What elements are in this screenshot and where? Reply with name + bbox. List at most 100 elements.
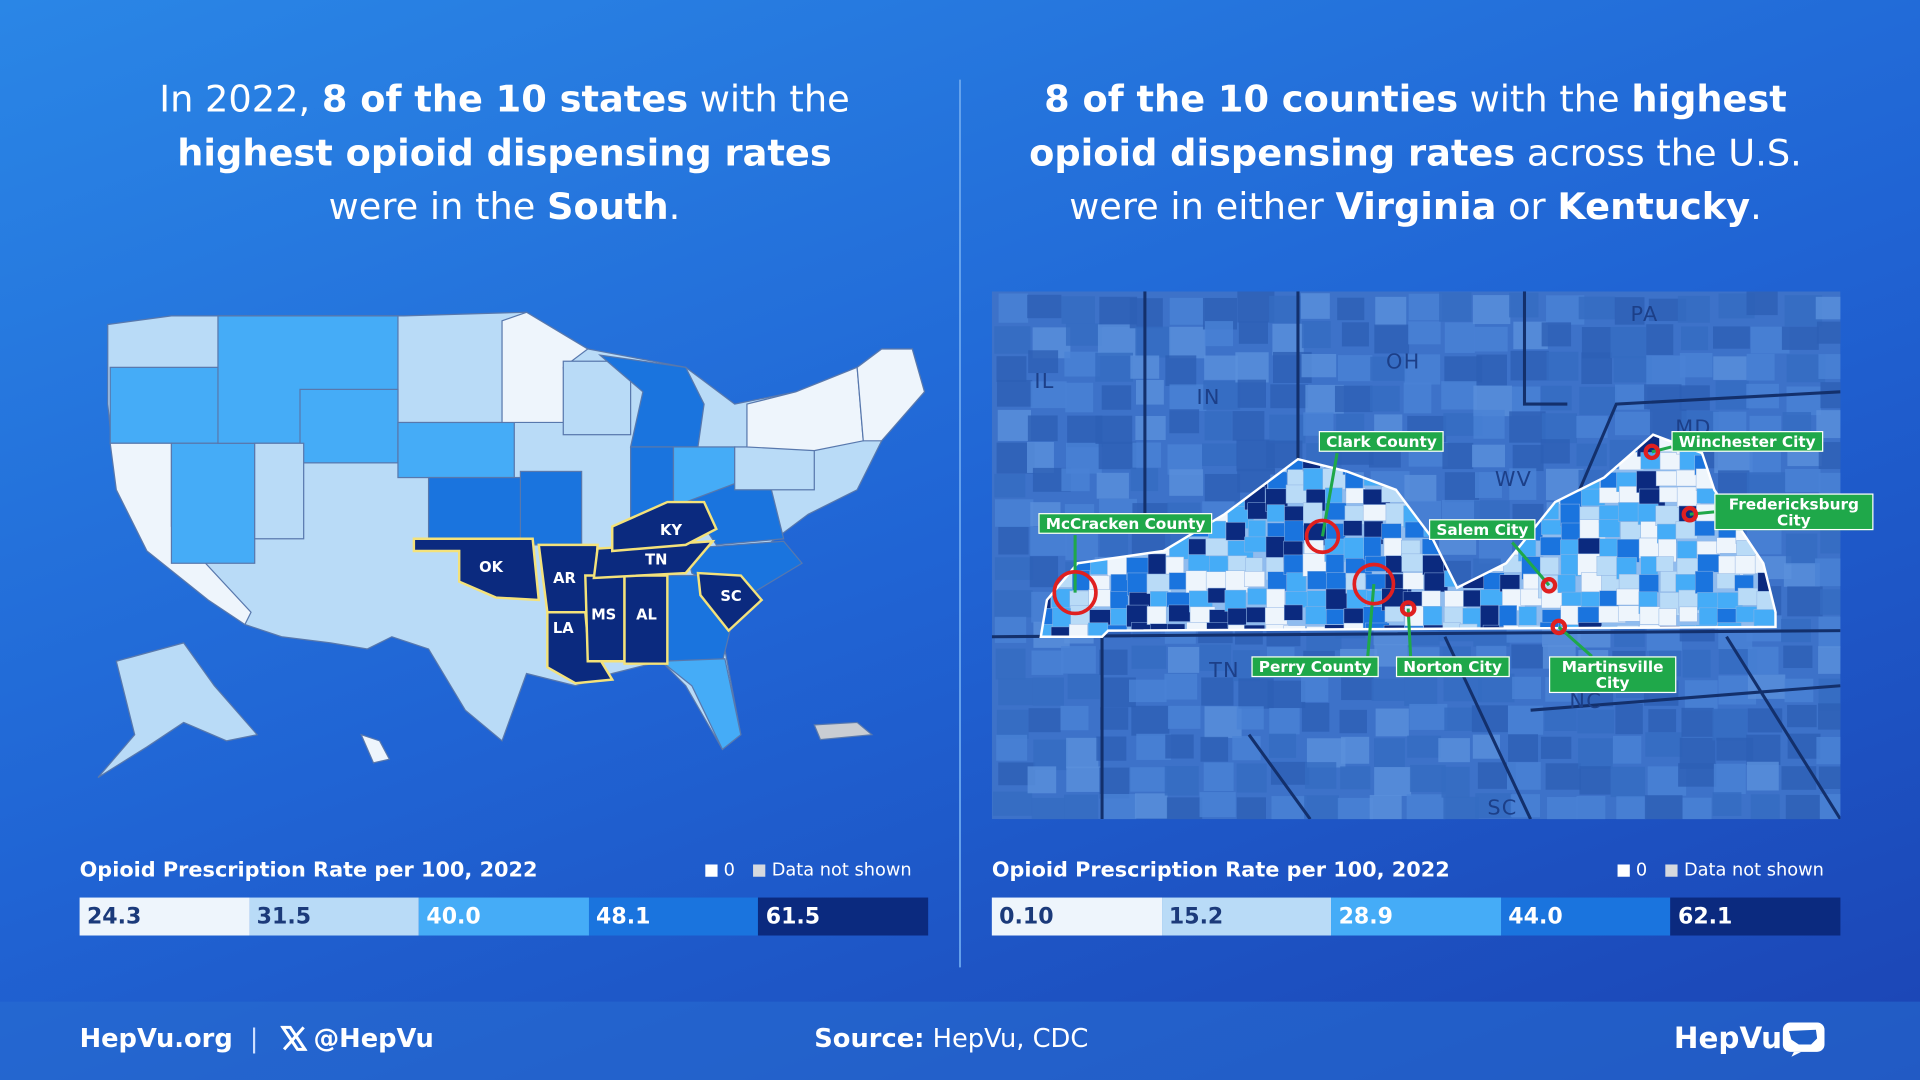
county <box>1146 573 1172 594</box>
county <box>1232 411 1265 441</box>
county <box>1746 761 1779 791</box>
county <box>1576 795 1606 820</box>
state-label: AL <box>636 606 657 624</box>
logo-icon <box>1782 1022 1825 1057</box>
county <box>1271 796 1307 820</box>
county <box>1716 737 1754 761</box>
legend-zero: 0 <box>1635 860 1648 881</box>
county <box>1544 708 1577 731</box>
county <box>1512 676 1542 700</box>
county <box>1612 735 1642 764</box>
county <box>996 734 1028 761</box>
county <box>1444 590 1467 610</box>
county <box>1167 646 1200 673</box>
county <box>1697 554 1720 573</box>
legend-bin: 62.1 <box>1670 897 1841 936</box>
state-label: AR <box>553 569 576 587</box>
county <box>1200 736 1229 762</box>
county <box>1202 443 1238 466</box>
county <box>1146 606 1167 625</box>
county <box>1443 796 1479 820</box>
county <box>998 762 1036 786</box>
county <box>1269 414 1306 444</box>
county <box>1201 677 1234 706</box>
county <box>1381 523 1402 540</box>
county <box>1506 761 1541 790</box>
county <box>1577 709 1615 734</box>
county <box>1402 572 1424 590</box>
legend-bin: 31.5 <box>249 897 420 936</box>
county <box>1099 794 1137 820</box>
county <box>1694 520 1716 537</box>
state <box>170 442 256 564</box>
county <box>1510 350 1549 381</box>
county <box>1167 705 1201 729</box>
headline-text: highest <box>1631 78 1787 122</box>
county-marker <box>1399 600 1417 617</box>
county <box>1439 292 1472 322</box>
county <box>1205 571 1227 590</box>
county <box>1236 706 1264 730</box>
county <box>1816 321 1841 344</box>
county <box>1264 607 1288 627</box>
county <box>1815 558 1841 587</box>
county <box>1236 797 1266 820</box>
county <box>1375 708 1409 737</box>
county <box>1423 606 1443 627</box>
county <box>1596 556 1618 576</box>
county <box>1546 295 1585 325</box>
county <box>1270 384 1309 409</box>
county <box>1787 733 1821 759</box>
county <box>1682 649 1711 678</box>
county <box>1269 295 1302 324</box>
county <box>994 473 1026 498</box>
county <box>1697 592 1719 611</box>
county <box>1131 705 1170 736</box>
county <box>1475 793 1512 818</box>
headline-line: opioid dispensing rates across the U.S. <box>975 127 1857 181</box>
headline-text: highest opioid dispensing rates <box>177 132 832 176</box>
county <box>1471 705 1508 733</box>
county <box>1614 297 1645 325</box>
state <box>519 470 583 546</box>
county <box>1326 608 1344 625</box>
state <box>299 388 399 464</box>
county <box>1237 291 1275 323</box>
state <box>562 360 632 436</box>
county <box>1509 468 1537 500</box>
county <box>1287 469 1306 487</box>
county <box>1028 708 1061 733</box>
county <box>1498 605 1517 627</box>
headline: In 2022, 8 of the 10 states with the high… <box>64 73 946 235</box>
county <box>1065 382 1094 413</box>
county <box>1132 442 1162 468</box>
county <box>1237 379 1266 408</box>
county <box>1508 734 1539 763</box>
county <box>1060 646 1096 674</box>
legend-zero: 0 <box>723 860 735 881</box>
county <box>1099 532 1129 559</box>
state <box>813 721 874 741</box>
county <box>1644 795 1683 820</box>
county <box>1618 502 1640 522</box>
county <box>1169 326 1206 359</box>
county <box>1409 764 1446 792</box>
county <box>1370 356 1407 381</box>
county <box>1164 673 1198 700</box>
county <box>1781 766 1817 790</box>
county <box>1444 472 1480 503</box>
county <box>1615 703 1643 735</box>
county-markers <box>1052 443 1715 658</box>
swatch-zero <box>1617 864 1630 877</box>
state <box>97 642 259 779</box>
county <box>1301 321 1331 349</box>
county <box>1476 354 1507 386</box>
county <box>1541 519 1564 535</box>
county <box>1060 705 1089 731</box>
county <box>1204 411 1232 441</box>
footer-site: HepVu.org <box>79 1023 233 1054</box>
swatch-zero <box>705 864 718 877</box>
county <box>1068 623 1088 637</box>
legend-bin: 40.0 <box>419 897 589 936</box>
